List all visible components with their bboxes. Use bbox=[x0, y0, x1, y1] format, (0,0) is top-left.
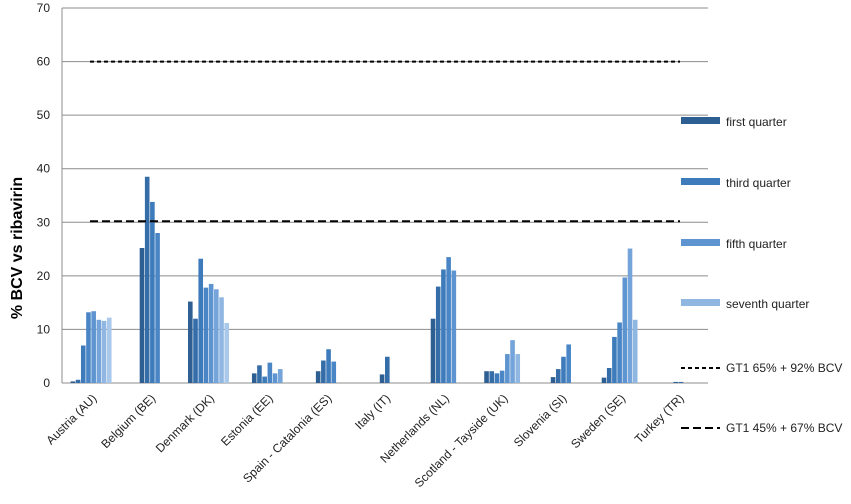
y-tick-label: 0 bbox=[43, 376, 50, 390]
y-tick-label: 70 bbox=[37, 1, 51, 15]
bar bbox=[505, 354, 510, 383]
bar bbox=[277, 369, 283, 383]
bar bbox=[484, 371, 489, 383]
bar bbox=[139, 248, 145, 383]
bar bbox=[499, 370, 505, 383]
bar bbox=[214, 289, 219, 383]
legend-swatch bbox=[681, 178, 720, 185]
bar bbox=[257, 365, 262, 383]
bar bbox=[430, 318, 436, 383]
bar bbox=[150, 201, 155, 383]
y-tick-label: 60 bbox=[37, 55, 51, 69]
bar bbox=[251, 373, 257, 383]
bar bbox=[627, 248, 633, 383]
bar bbox=[385, 356, 390, 383]
bar bbox=[550, 377, 556, 383]
bar bbox=[321, 360, 326, 383]
legend-label: third quarter bbox=[726, 176, 791, 190]
y-tick-label: 40 bbox=[37, 162, 51, 176]
x-category-label: Turkey (TR) bbox=[632, 391, 687, 446]
x-category-label: Slovenia (SI) bbox=[511, 391, 569, 449]
bar bbox=[326, 349, 331, 383]
bar bbox=[451, 270, 457, 383]
reference-lines bbox=[90, 60, 680, 223]
bar bbox=[622, 277, 628, 383]
bar bbox=[272, 373, 278, 383]
x-category-label: Sweden (SE) bbox=[568, 391, 628, 451]
legend-label: fifth quarter bbox=[726, 237, 787, 251]
bar bbox=[561, 356, 566, 383]
x-category-label: Belgium (BE) bbox=[98, 391, 158, 451]
bar bbox=[219, 297, 224, 383]
bar bbox=[198, 258, 204, 383]
y-tick-label: 50 bbox=[37, 108, 51, 122]
bar bbox=[510, 340, 515, 383]
bar bbox=[601, 377, 607, 383]
bar bbox=[155, 233, 160, 383]
y-tick-label: 20 bbox=[37, 269, 51, 283]
bar bbox=[224, 323, 230, 383]
bar bbox=[606, 368, 612, 383]
bar bbox=[144, 176, 150, 383]
bar bbox=[193, 318, 198, 383]
x-category-label: Italy (IT) bbox=[352, 391, 393, 432]
legend-swatch bbox=[681, 117, 720, 124]
legend-label: GT1 65% + 92% BCV bbox=[726, 361, 842, 375]
bar bbox=[489, 371, 495, 383]
bar bbox=[446, 257, 451, 383]
bar bbox=[555, 369, 561, 383]
bar bbox=[101, 320, 107, 383]
bar bbox=[315, 371, 321, 383]
legend-swatch bbox=[681, 239, 720, 246]
bar bbox=[80, 345, 86, 383]
bar bbox=[96, 319, 102, 383]
bar bbox=[208, 283, 214, 383]
bar bbox=[673, 381, 679, 383]
bar bbox=[91, 311, 96, 383]
bar bbox=[75, 379, 81, 383]
x-category-label: Estonia (EE) bbox=[218, 391, 276, 449]
y-tick-label: 30 bbox=[37, 215, 51, 229]
bar bbox=[188, 301, 193, 383]
bar bbox=[678, 381, 684, 383]
bar bbox=[379, 374, 385, 383]
bar bbox=[106, 317, 112, 383]
legend: first quarter third quarter fifth quarter s… bbox=[681, 115, 842, 435]
x-category-label: Denmark (DK) bbox=[153, 391, 217, 455]
legend-label: seventh quarter bbox=[726, 297, 809, 311]
x-category-label: Austria (AU) bbox=[43, 391, 99, 447]
bar bbox=[203, 287, 209, 383]
bar bbox=[612, 336, 617, 383]
x-axis-labels: Austria (AU)Belgium (BE)Denmark (DK) Esto… bbox=[43, 391, 686, 490]
bar bbox=[632, 319, 638, 383]
bar bbox=[515, 354, 521, 383]
legend-swatch bbox=[681, 299, 720, 306]
bar bbox=[617, 322, 622, 383]
bars bbox=[70, 176, 684, 383]
bar bbox=[441, 269, 446, 383]
bar bbox=[267, 362, 273, 383]
bar bbox=[331, 361, 337, 383]
y-axis-title: % BCV vs ribavirin bbox=[9, 177, 26, 319]
legend-label: GT1 45% + 67% BCV bbox=[726, 421, 842, 435]
y-tick-label: 10 bbox=[37, 322, 51, 336]
bar bbox=[566, 344, 571, 383]
bar bbox=[70, 381, 76, 383]
bar bbox=[494, 373, 500, 383]
bar bbox=[86, 312, 91, 383]
legend-label: first quarter bbox=[726, 115, 787, 129]
y-axis-ticks: 0 10 20 30 40 50 60 70 bbox=[37, 1, 51, 390]
bar bbox=[262, 376, 267, 383]
bar bbox=[435, 286, 441, 383]
